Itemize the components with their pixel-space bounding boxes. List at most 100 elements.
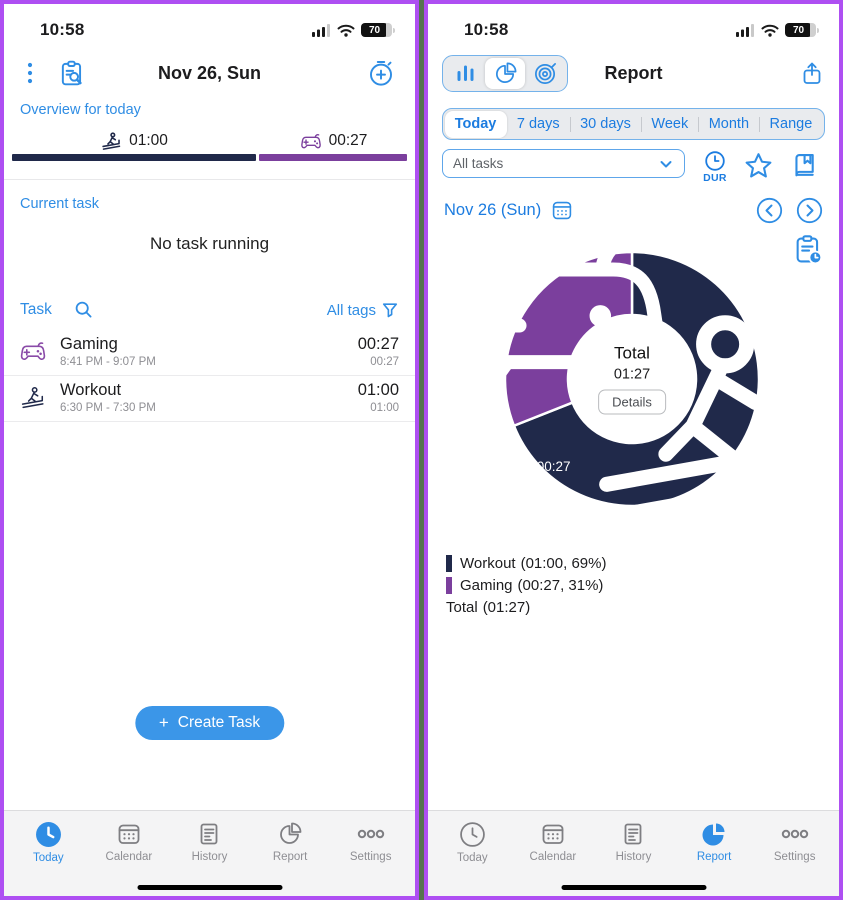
task-row-gaming[interactable]: Gaming 8:41 PM - 9:07 PM 00:27 00:27 (4, 330, 415, 376)
next-day-button[interactable] (796, 197, 823, 224)
status-bar: 10:58 70 (428, 4, 839, 50)
overview-progress: 01:00 00:27 (4, 128, 415, 161)
details-button[interactable]: Details (598, 389, 666, 415)
task-row-workout[interactable]: Workout 6:30 PM - 7:30 PM 01:00 01:00 (4, 376, 415, 422)
chart-type-switcher (442, 54, 568, 92)
period-7-days[interactable]: 7 days (516, 116, 560, 132)
bar-chart-type-icon[interactable] (445, 58, 485, 89)
tab-calendar[interactable]: Calendar (94, 821, 164, 896)
overview-gaming-time: 00:27 (328, 132, 368, 149)
task-name: Workout (60, 381, 122, 399)
tasks-filter-select[interactable]: All tasks (442, 149, 685, 178)
tab-history[interactable]: History (598, 821, 668, 896)
donut-center: Total 01:27 Details (598, 344, 666, 415)
star-favorite-icon[interactable] (743, 151, 774, 182)
tab-report[interactable]: Report (255, 821, 325, 896)
period-month[interactable]: Month (698, 111, 759, 138)
battery-icon: 70 (361, 23, 395, 37)
legend-swatch (446, 577, 452, 594)
calendar-icon (118, 824, 140, 844)
right-nav-bar: Report (428, 50, 839, 96)
pie-chart-icon (702, 823, 725, 846)
tab-settings[interactable]: Settings (760, 821, 830, 896)
period-range[interactable]: Range (759, 111, 822, 138)
chart-legend: Workout (01:00, 69%) Gaming (00:27, 31%)… (446, 555, 839, 616)
wifi-icon (761, 24, 779, 37)
status-bar: 10:58 70 (4, 4, 415, 50)
overview-segment-workout: 01:00 (12, 128, 257, 161)
clock-icon (459, 822, 485, 847)
period-today[interactable]: Today (444, 110, 507, 138)
home-indicator[interactable] (137, 885, 282, 890)
right-phone-screen: 10:58 70 Report Today 7 (424, 0, 843, 900)
share-icon[interactable] (799, 60, 825, 87)
task-list-search-icon[interactable] (58, 59, 86, 87)
clock-icon (705, 151, 725, 171)
tab-today[interactable]: Today (13, 821, 83, 896)
total-label: Total (614, 343, 650, 363)
all-tags-filter[interactable]: All tags (327, 301, 399, 319)
legend-row-total: Total (01:27) (446, 599, 531, 616)
legend-row-workout: Workout (01:00, 69%) (446, 555, 839, 572)
tab-report[interactable]: Report (679, 821, 749, 896)
left-tab-bar: Today Calendar History Report Settings (4, 810, 415, 896)
wifi-icon (337, 24, 355, 37)
battery-level: 70 (785, 23, 812, 37)
ellipsis-icon (357, 829, 384, 839)
create-task-button[interactable]: + Create Task (134, 706, 285, 740)
bookmark-book-icon[interactable] (790, 151, 818, 180)
task-time-range: 8:41 PM - 9:07 PM (60, 356, 156, 368)
current-task-label: Current task (20, 196, 99, 212)
history-icon (201, 823, 218, 845)
task-list-header: Task All tags (4, 300, 415, 320)
period-selector: Today 7 days 30 days Week Month Range (442, 108, 825, 140)
overview-section-label: Overview for today (20, 102, 141, 118)
treadmill-icon (21, 386, 44, 408)
report-date: Nov 26 (Sun) (444, 201, 542, 219)
status-time: 10:58 (464, 20, 509, 39)
task-header-label: Task (20, 301, 52, 318)
period-30-days[interactable]: 30 days (569, 111, 641, 138)
all-tags-label: All tags (326, 301, 376, 319)
previous-day-button[interactable] (756, 197, 783, 224)
chevron-right-icon (796, 197, 823, 224)
treadmill-icon (102, 131, 121, 150)
kebab-menu-icon[interactable] (26, 61, 34, 85)
task-sub-duration: 00:27 (370, 356, 399, 368)
overview-segment-gaming: 00:27 (259, 128, 407, 161)
target-chart-type-icon[interactable] (525, 58, 565, 89)
duration-sort-button[interactable]: DUR (703, 149, 727, 184)
pie-chart-icon (280, 822, 302, 844)
tab-calendar[interactable]: Calendar (518, 821, 588, 896)
tab-today[interactable]: Today (437, 821, 507, 896)
cellular-signal-icon (736, 23, 754, 37)
overview-workout-time: 01:00 (129, 132, 168, 149)
report-chart-area: 00:27 01:00 Total 01:27 Details (439, 231, 814, 580)
task-sub-duration: 01:00 (370, 402, 399, 414)
timeline-report-icon[interactable] (793, 234, 824, 266)
tab-history[interactable]: History (174, 821, 244, 896)
legend-row-gaming: Gaming (00:27, 31%) (446, 577, 839, 594)
chevron-down-icon (660, 160, 672, 167)
clock-icon (35, 822, 61, 847)
filter-funnel-icon (382, 303, 398, 318)
search-icon[interactable] (74, 300, 94, 320)
task-list: Gaming 8:41 PM - 9:07 PM 00:27 00:27 Wor… (4, 330, 415, 422)
task-time-range: 6:30 PM - 7:30 PM (60, 402, 156, 414)
period-week[interactable]: Week (641, 111, 698, 138)
history-icon (625, 823, 642, 845)
left-nav-bar: Nov 26, Sun (4, 50, 415, 96)
filter-row: All tasks DUR (442, 149, 825, 184)
calendar-picker-icon[interactable] (550, 199, 574, 222)
tab-settings[interactable]: Settings (336, 821, 406, 896)
chevron-left-icon (756, 197, 783, 224)
date-nav-row: Nov 26 (Sun) (444, 197, 823, 224)
home-indicator[interactable] (561, 885, 706, 890)
task-duration: 01:00 (357, 381, 399, 399)
add-timer-icon[interactable] (367, 59, 395, 87)
task-name: Gaming (60, 335, 118, 353)
pie-chart-type-icon[interactable] (485, 57, 525, 89)
battery-level: 70 (361, 23, 388, 37)
cellular-signal-icon (312, 23, 330, 37)
tasks-filter-value: All tasks (453, 156, 504, 171)
